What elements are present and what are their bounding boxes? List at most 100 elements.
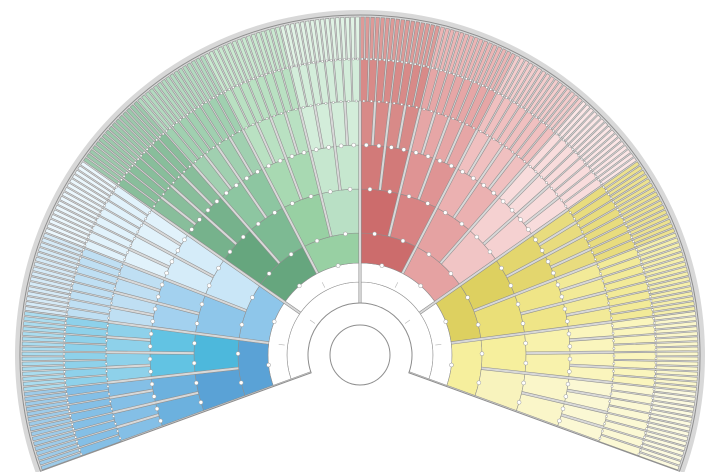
connector-dot xyxy=(545,181,548,184)
ancestor-cell[interactable] xyxy=(351,58,360,102)
ancestor-cell[interactable] xyxy=(105,353,151,367)
connector-dot xyxy=(69,418,73,422)
connector-dot xyxy=(329,59,333,62)
ancestor-cell[interactable] xyxy=(21,351,65,356)
connector-dot xyxy=(360,57,364,61)
connector-dot xyxy=(149,381,155,387)
connector-dot xyxy=(523,108,527,111)
connector-dot xyxy=(106,324,110,327)
connector-dot xyxy=(279,112,283,115)
connector-dot xyxy=(465,295,470,300)
connector-dot xyxy=(611,377,615,381)
connector-dot xyxy=(347,187,353,192)
root-person-circle[interactable] xyxy=(329,324,391,386)
connector-dot xyxy=(73,431,76,435)
connector-dot xyxy=(76,265,79,268)
connector-dot xyxy=(152,306,158,312)
connector-dot xyxy=(74,435,78,439)
ancestor-cell[interactable] xyxy=(21,356,65,362)
connector-dot xyxy=(325,59,329,63)
connector-dot xyxy=(74,269,78,273)
ancestor-cell[interactable] xyxy=(237,340,274,396)
connector-dot xyxy=(654,370,657,374)
connector-dot xyxy=(639,260,643,264)
connector-dot xyxy=(287,109,290,113)
connector-dot xyxy=(653,326,657,329)
connector-dot xyxy=(182,115,186,119)
ancestor-cell[interactable] xyxy=(613,343,657,352)
connector-dot xyxy=(437,158,443,164)
ancestor-cell[interactable] xyxy=(569,353,615,367)
connector-dot xyxy=(609,196,613,200)
connector-dot xyxy=(458,120,462,123)
ancestor-cell[interactable] xyxy=(360,58,369,102)
connector-dot xyxy=(105,369,108,373)
ancestor-cell[interactable] xyxy=(63,343,107,352)
connector-dot xyxy=(601,279,605,283)
connector-dot xyxy=(430,109,433,113)
ancestor-cell[interactable] xyxy=(63,352,107,361)
connector-dot xyxy=(562,138,565,142)
connector-dot xyxy=(563,394,569,399)
ancestor-cell[interactable] xyxy=(355,16,360,60)
connector-dot xyxy=(425,154,431,159)
connector-dot xyxy=(272,114,276,118)
connector-dot xyxy=(332,101,335,104)
connector-dot xyxy=(63,326,67,329)
connector-dot xyxy=(612,362,616,366)
connector-dot xyxy=(651,308,654,312)
connector-dot xyxy=(335,263,341,268)
connector-dot xyxy=(238,380,244,385)
connector-dot xyxy=(451,117,455,120)
connector-dot xyxy=(171,123,175,127)
connector-dot xyxy=(114,185,118,189)
connector-dot xyxy=(635,248,639,252)
ancestor-cell[interactable] xyxy=(446,340,483,396)
ancestor-cell[interactable] xyxy=(193,334,240,373)
ancestor-cell[interactable] xyxy=(194,369,246,411)
connector-dot xyxy=(387,189,392,194)
connector-dot xyxy=(120,265,124,268)
connector-dot xyxy=(647,290,651,294)
connector-dot xyxy=(105,331,109,335)
connector-dot xyxy=(626,228,630,231)
connector-dot xyxy=(639,448,642,452)
connector-dot xyxy=(244,175,249,181)
connector-dot xyxy=(523,160,526,163)
connector-dot xyxy=(286,66,289,70)
connector-dot xyxy=(264,72,268,76)
connector-dot xyxy=(107,316,111,320)
ancestor-cell[interactable] xyxy=(655,356,699,362)
connector-dot xyxy=(647,418,651,422)
ancestor-cell[interactable] xyxy=(474,369,526,411)
connector-dot xyxy=(541,121,545,124)
ancestor-cell[interactable] xyxy=(480,334,527,373)
ancestor-cell[interactable] xyxy=(655,351,699,356)
connector-dot xyxy=(70,423,74,426)
connector-dot xyxy=(338,58,342,62)
ancestor-cell[interactable] xyxy=(613,352,657,361)
connector-dot xyxy=(517,155,521,159)
connector-dot xyxy=(277,158,283,164)
connector-dot xyxy=(602,185,606,189)
connector-dot xyxy=(105,200,108,204)
connector-dot xyxy=(309,104,313,108)
connector-dot xyxy=(548,126,552,130)
connector-dot xyxy=(347,99,350,103)
connector-dot xyxy=(76,444,80,448)
connector-dot xyxy=(472,126,476,130)
connector-dot xyxy=(65,392,68,396)
connector-dot xyxy=(654,357,658,360)
connector-dot xyxy=(266,271,272,276)
connector-dot xyxy=(206,283,212,288)
connector-dot xyxy=(444,114,448,118)
connector-dot xyxy=(652,317,656,320)
connector-dot xyxy=(235,351,241,356)
connector-dot xyxy=(239,322,245,327)
fan-rings xyxy=(15,10,705,472)
connector-dot xyxy=(612,339,615,343)
connector-dot xyxy=(611,331,615,335)
connector-dot xyxy=(620,216,624,219)
connector-dot xyxy=(498,141,502,145)
ancestor-cell[interactable] xyxy=(360,16,365,60)
